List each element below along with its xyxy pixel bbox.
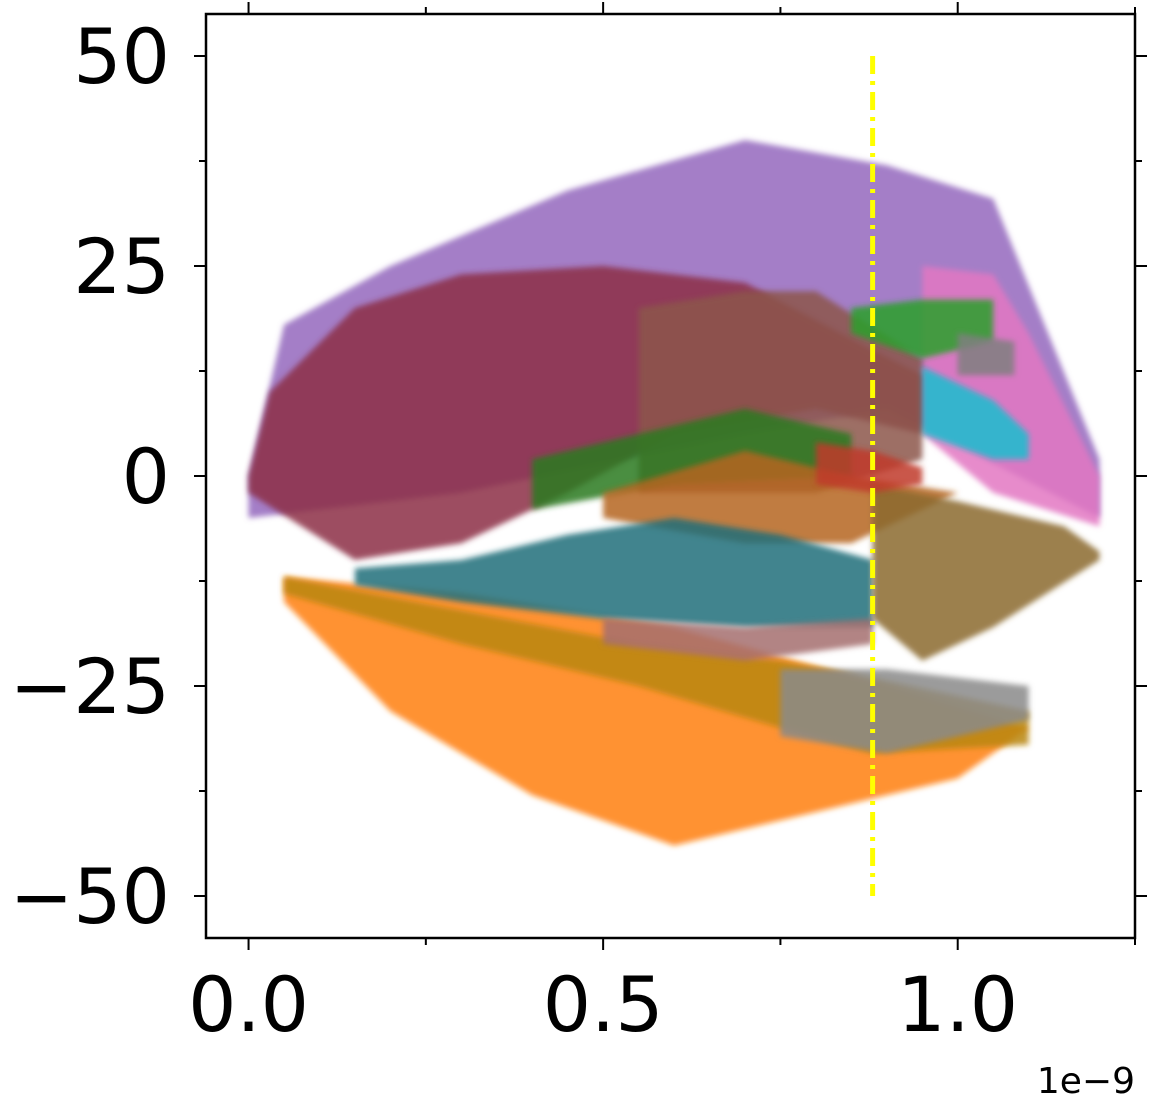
x-tick-label: 0.0 — [188, 960, 309, 1049]
series-band-7 — [922, 366, 1029, 460]
tick-layer — [194, 2, 1147, 950]
series-band-6 — [957, 333, 1015, 376]
series-band-9 — [603, 450, 958, 544]
series-band-8 — [532, 408, 852, 510]
series-layer — [248, 140, 1100, 846]
series-band-10 — [354, 518, 873, 628]
x-offset-label: 1e−9 — [1037, 1061, 1135, 1102]
series-band-14 — [780, 669, 1029, 754]
label-layer: 0.0 0.5 1.0 50 25 0 −25 −50 1e−9 — [10, 12, 1135, 1102]
plot-frame — [204, 12, 1137, 940]
x-tick-label: 0.5 — [543, 960, 664, 1049]
y-tick-label: 25 — [73, 222, 170, 311]
x-tick-label: 1.0 — [897, 960, 1018, 1049]
y-tick-label: 0 — [122, 432, 170, 521]
y-tick-label: −25 — [10, 642, 170, 731]
series-band-11 — [872, 484, 1100, 661]
series-band-15 — [815, 442, 923, 493]
y-tick-label: −50 — [10, 852, 170, 941]
y-tick-label: 50 — [73, 12, 170, 101]
series-band-13 — [603, 618, 873, 661]
